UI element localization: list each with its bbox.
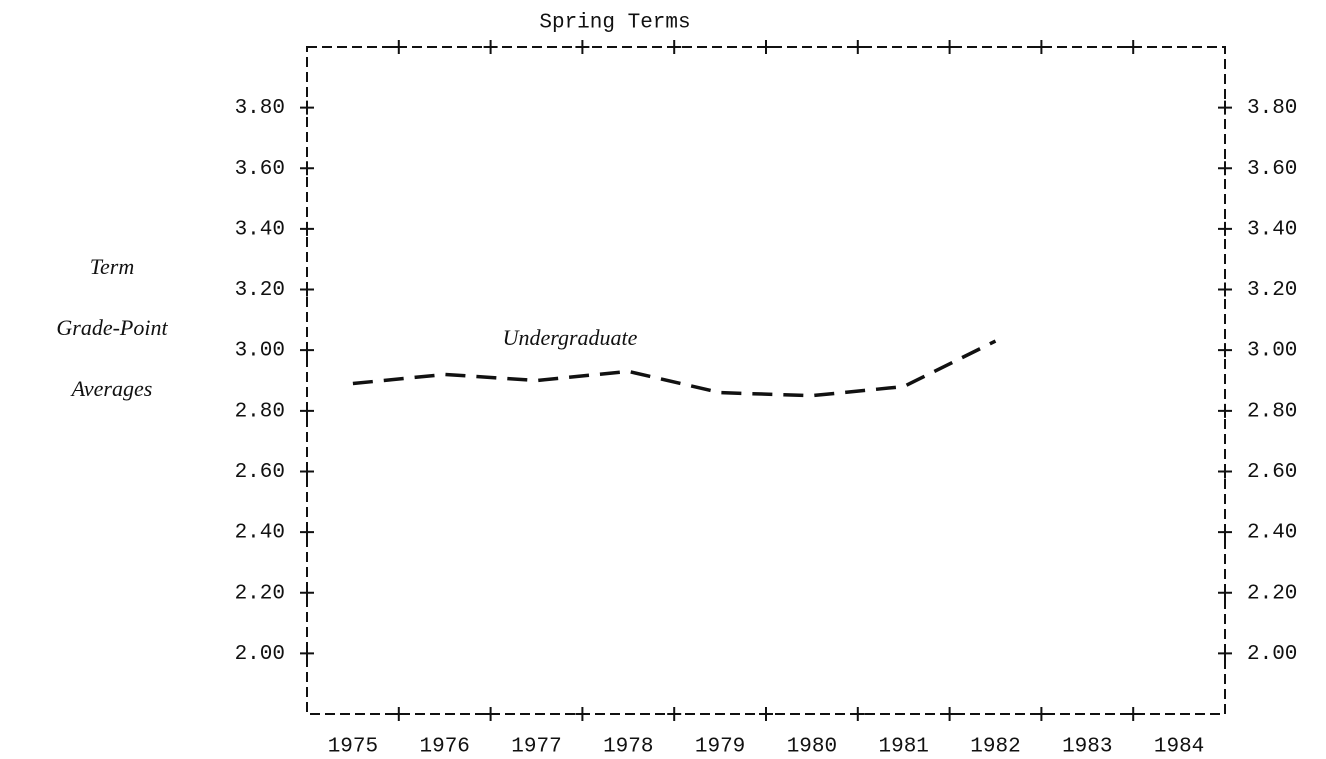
x-boundary-mark — [667, 707, 682, 721]
x-boundary-mark — [391, 40, 406, 54]
y-tick-label: 3.40 — [1247, 218, 1297, 241]
x-boundary-mark — [759, 707, 773, 721]
x-tick-label: 1980 — [787, 736, 837, 759]
y-tick-mark — [300, 100, 314, 115]
x-tick-label: 1977 — [511, 736, 561, 759]
y-tick-mark — [1218, 343, 1232, 358]
x-boundary-mark — [575, 707, 590, 721]
x-boundary-mark — [850, 40, 865, 54]
y-tick-label: 3.80 — [235, 97, 285, 120]
x-tick-label: 1979 — [695, 736, 745, 759]
y-tick-mark — [1218, 161, 1232, 176]
y-tick-label: 2.80 — [1247, 400, 1297, 423]
y-tick-label: 3.60 — [1247, 158, 1297, 181]
x-boundary-mark — [759, 40, 773, 54]
x-boundary-mark — [575, 40, 590, 54]
x-boundary-mark — [1126, 707, 1141, 721]
x-boundary-mark — [483, 40, 498, 54]
y-tick-label: 2.00 — [1247, 643, 1297, 666]
y-tick-label: 2.40 — [235, 522, 285, 545]
y-tick-label: 2.60 — [1247, 461, 1297, 484]
y-tick-mark — [300, 585, 314, 600]
y-tick-mark — [300, 403, 314, 418]
x-boundary-mark — [942, 707, 957, 721]
chart-title: Spring Terms — [539, 12, 690, 35]
y-axis-label: Term — [90, 254, 134, 279]
y-tick-mark — [1218, 403, 1232, 418]
y-axis-label: Grade-Point — [56, 315, 168, 340]
y-tick-mark — [300, 282, 314, 297]
x-boundary-mark — [391, 707, 406, 721]
x-boundary-mark — [1034, 40, 1049, 54]
x-tick-label: 1982 — [970, 736, 1020, 759]
series-label: Undergraduate — [503, 325, 638, 350]
x-tick-label: 1983 — [1062, 736, 1112, 759]
x-tick-label: 1978 — [603, 736, 653, 759]
y-tick-label: 2.80 — [235, 400, 285, 423]
x-tick-label: 1984 — [1154, 736, 1204, 759]
y-tick-mark — [1218, 585, 1232, 600]
y-axis-label: Averages — [70, 376, 153, 401]
y-tick-label: 2.40 — [1247, 522, 1297, 545]
x-tick-label: 1976 — [419, 736, 469, 759]
x-tick-label: 1975 — [328, 736, 378, 759]
y-tick-mark — [300, 221, 314, 236]
y-tick-label: 3.20 — [1247, 279, 1297, 302]
x-boundary-mark — [1126, 40, 1141, 54]
y-tick-label: 3.60 — [235, 158, 285, 181]
y-tick-mark — [300, 646, 314, 661]
y-tick-label: 3.00 — [1247, 340, 1297, 363]
y-tick-label: 3.80 — [1247, 97, 1297, 120]
x-boundary-mark — [1034, 707, 1049, 721]
plot-frame — [306, 46, 1226, 715]
y-tick-label: 2.20 — [235, 582, 285, 605]
data-line — [352, 339, 997, 398]
y-tick-label: 2.00 — [235, 643, 285, 666]
y-tick-label: 3.20 — [235, 279, 285, 302]
y-tick-mark — [300, 525, 314, 540]
y-tick-mark — [300, 161, 314, 176]
x-boundary-mark — [667, 40, 682, 54]
y-tick-mark — [300, 464, 314, 479]
y-tick-mark — [1218, 100, 1232, 115]
y-tick-mark — [1218, 525, 1232, 540]
x-tick-label: 1981 — [878, 736, 928, 759]
y-tick-mark — [1218, 646, 1232, 661]
y-tick-label: 2.20 — [1247, 582, 1297, 605]
x-boundary-mark — [850, 707, 865, 721]
y-tick-mark — [1218, 282, 1232, 297]
y-tick-label: 3.00 — [235, 340, 285, 363]
y-tick-mark — [1218, 464, 1232, 479]
x-boundary-mark — [483, 707, 498, 721]
y-tick-mark — [300, 343, 314, 358]
y-tick-mark — [1218, 221, 1232, 236]
y-tick-label: 2.60 — [235, 461, 285, 484]
x-boundary-mark — [942, 40, 957, 54]
y-tick-label: 3.40 — [235, 218, 285, 241]
